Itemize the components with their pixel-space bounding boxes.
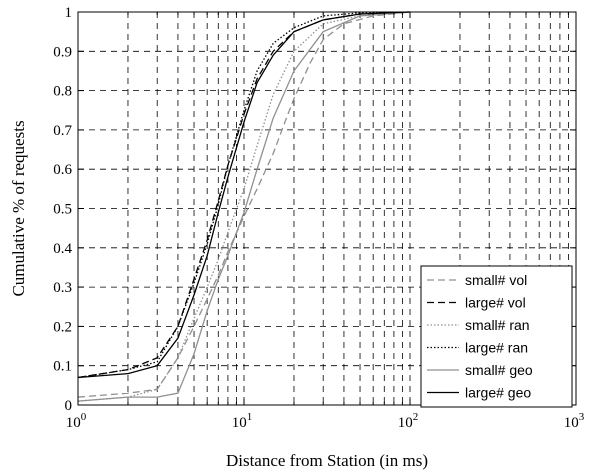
- x-tick-label-base: 10: [66, 415, 81, 431]
- y-tick-label: 0.4: [53, 241, 72, 257]
- series-line-4: [77, 11, 411, 402]
- y-tick-label: 1: [65, 5, 73, 21]
- x-axis-label: Distance from Station (in ms): [226, 451, 428, 470]
- y-tick-label: 0: [65, 398, 73, 414]
- legend-label-4: small# geo: [465, 362, 533, 378]
- y-tick-label: 0.8: [53, 84, 72, 100]
- legend-label-2: small# ran: [465, 317, 530, 333]
- legend-label-5: large# geo: [465, 385, 531, 401]
- legend-label-0: small# vol: [465, 272, 527, 288]
- y-tick-label: 0.3: [53, 280, 72, 296]
- y-tick-label: 0.2: [53, 319, 72, 335]
- legend-label-3: large# ran: [465, 340, 528, 356]
- y-tick-label: 0.7: [53, 123, 72, 139]
- x-tick-label: 103: [564, 411, 585, 431]
- y-tick-label: 0.1: [53, 359, 72, 375]
- y-tick-label: 0.9: [53, 44, 72, 60]
- series-line-5: [77, 11, 411, 379]
- x-tick-label: 102: [398, 411, 419, 431]
- y-tick-label: 0.6: [53, 162, 72, 178]
- x-tick-label-base: 10: [232, 415, 247, 431]
- y-axis-label: Cumulative % of requests: [9, 120, 28, 296]
- y-tick-label: 0.5: [53, 202, 72, 218]
- x-tick-label-exponent: 0: [81, 411, 87, 423]
- series-line-2: [77, 11, 411, 402]
- x-tick-label-exponent: 2: [413, 411, 419, 423]
- x-tick-label-exponent: 1: [247, 411, 253, 423]
- x-tick-label-exponent: 3: [579, 411, 585, 423]
- series-line-0: [77, 11, 411, 398]
- x-tick-label: 101: [232, 411, 253, 431]
- legend-label-1: large# vol: [465, 295, 526, 311]
- x-tick-label-base: 10: [564, 415, 579, 431]
- x-tick-label-base: 10: [398, 415, 413, 431]
- legend-box: [420, 265, 573, 408]
- x-tick-label: 100: [66, 411, 87, 431]
- series-line-3: [77, 11, 411, 379]
